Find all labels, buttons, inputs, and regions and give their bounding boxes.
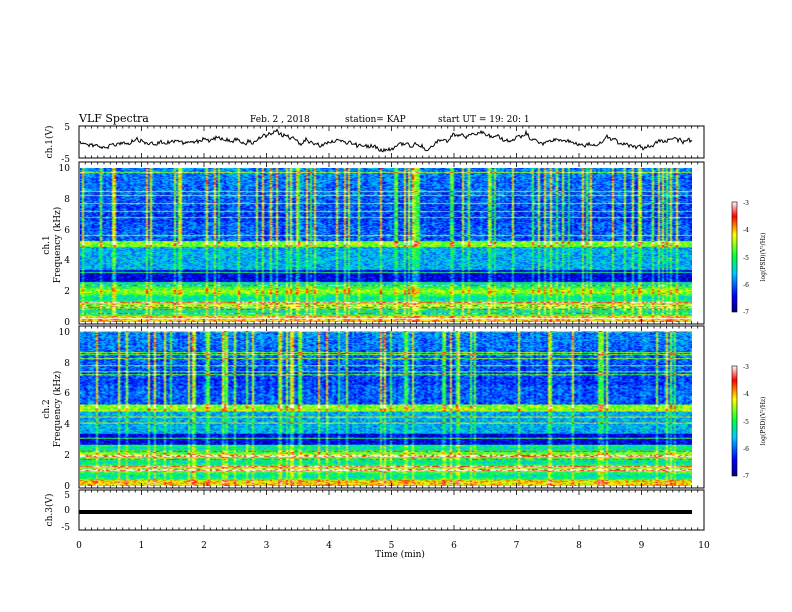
ch1-colorbar-label: log(PSD)(V²/Hz) bbox=[760, 233, 767, 282]
ch3-waveform-line bbox=[79, 510, 692, 514]
ch1-waveform-panel: 5 -5 ch.1(V) bbox=[44, 123, 705, 165]
ch1-frequency-ylabel: Frequency (kHz) bbox=[52, 207, 63, 284]
station-label: station= KAP bbox=[345, 115, 406, 125]
ch2-freq-tick-8: 8 bbox=[64, 359, 70, 369]
ch2-freq-ticks: 0 2 4 6 8 10 bbox=[59, 328, 71, 492]
time-tick-6: 6 bbox=[451, 541, 457, 551]
ch2-colorbar-label: log(PSD)(V²/Hz) bbox=[760, 397, 767, 446]
ch1-freq-tick-0: 0 bbox=[64, 318, 70, 328]
ch1-ytick-top: 5 bbox=[64, 123, 70, 133]
time-axis: 0 1 2 3 4 5 6 7 8 9 10 Time (min) bbox=[76, 541, 710, 560]
ch1-waveform-ylabel: ch.1(V) bbox=[44, 126, 55, 159]
ch1-colorbar: -3 -4 -5 -6 -7 log(PSD)(V²/Hz) bbox=[731, 200, 767, 316]
ch2-spectrogram-image bbox=[80, 331, 692, 486]
ch1-freq-tick-10: 10 bbox=[59, 164, 71, 174]
ch1-channel-label: ch.1 bbox=[42, 235, 52, 254]
ch2-cb-tick-7: -7 bbox=[743, 473, 749, 480]
date-label: Feb. 2 , 2018 bbox=[250, 115, 310, 125]
time-tick-4: 4 bbox=[326, 541, 332, 551]
ch2-freq-tick-4: 4 bbox=[64, 420, 70, 430]
ch2-frequency-ylabel: Frequency (kHz) bbox=[52, 371, 63, 448]
time-tick-2: 2 bbox=[201, 541, 207, 551]
time-tick-marks bbox=[78, 126, 705, 530]
time-tick-3: 3 bbox=[264, 541, 270, 551]
ch1-waveform-line bbox=[79, 128, 693, 153]
time-tick-1: 1 bbox=[139, 541, 145, 551]
time-tick-5: 5 bbox=[389, 541, 395, 551]
time-tick-9: 9 bbox=[639, 541, 645, 551]
time-tick-0: 0 bbox=[76, 541, 82, 551]
ch2-cb-tick-3: -3 bbox=[743, 364, 749, 371]
ch3-waveform-ylabel: ch.3(V) bbox=[44, 494, 55, 527]
ch2-channel-label: ch.2 bbox=[42, 399, 52, 418]
ch1-ytick-bottom: -5 bbox=[61, 155, 70, 165]
ch1-freq-tick-6: 6 bbox=[64, 226, 70, 236]
start-time-label: start UT = 19: 20: 1 bbox=[438, 115, 530, 125]
time-axis-label: Time (min) bbox=[375, 549, 425, 560]
ch1-colorbar-scale bbox=[731, 201, 738, 313]
ch1-freq-tick-4: 4 bbox=[64, 256, 70, 266]
ch2-freq-tick-10: 10 bbox=[59, 328, 71, 338]
ch1-freq-tick-8: 8 bbox=[64, 195, 70, 205]
ch1-cb-tick-4: -4 bbox=[743, 227, 749, 234]
ch3-ytick-mid: 0 bbox=[64, 506, 70, 516]
ch2-freq-tick-2: 2 bbox=[64, 451, 70, 461]
ch3-ytick-top: 5 bbox=[64, 491, 70, 501]
ch2-cb-tick-4: -4 bbox=[743, 391, 749, 398]
ch1-spectrogram-image bbox=[80, 168, 692, 322]
figure-title: VLF Spectra bbox=[78, 112, 149, 125]
ch1-freq-ticks: 0 2 4 6 8 10 bbox=[59, 164, 71, 328]
ch1-cb-tick-7: -7 bbox=[743, 309, 749, 316]
ch2-cb-tick-6: -6 bbox=[743, 446, 749, 453]
ch2-cb-tick-5: -5 bbox=[743, 419, 749, 426]
ch2-freq-tick-0: 0 bbox=[64, 482, 70, 492]
ch2-colorbar: -3 -4 -5 -6 -7 log(PSD)(V²/Hz) bbox=[731, 364, 767, 480]
ch1-freq-tick-2: 2 bbox=[64, 287, 70, 297]
time-tick-7: 7 bbox=[514, 541, 520, 551]
ch2-freq-tick-6: 6 bbox=[64, 389, 70, 399]
ch3-waveform-panel: 5 0 -5 ch.3(V) bbox=[44, 489, 705, 533]
ch1-cb-tick-5: -5 bbox=[743, 255, 749, 262]
ch1-cb-tick-3: -3 bbox=[743, 200, 749, 207]
ch1-cb-tick-6: -6 bbox=[743, 282, 749, 289]
ch3-ytick-bottom: -5 bbox=[61, 523, 70, 533]
ch2-colorbar-scale bbox=[731, 365, 738, 477]
time-tick-10: 10 bbox=[698, 541, 710, 551]
ch1-spectrogram-panel: 0 2 4 6 8 10 ch.1 Frequency (kHz) bbox=[42, 161, 705, 328]
time-tick-8: 8 bbox=[576, 541, 582, 551]
ch2-spectrogram-panel: 0 2 4 6 8 10 ch.2 Frequency (kHz) bbox=[42, 325, 705, 492]
